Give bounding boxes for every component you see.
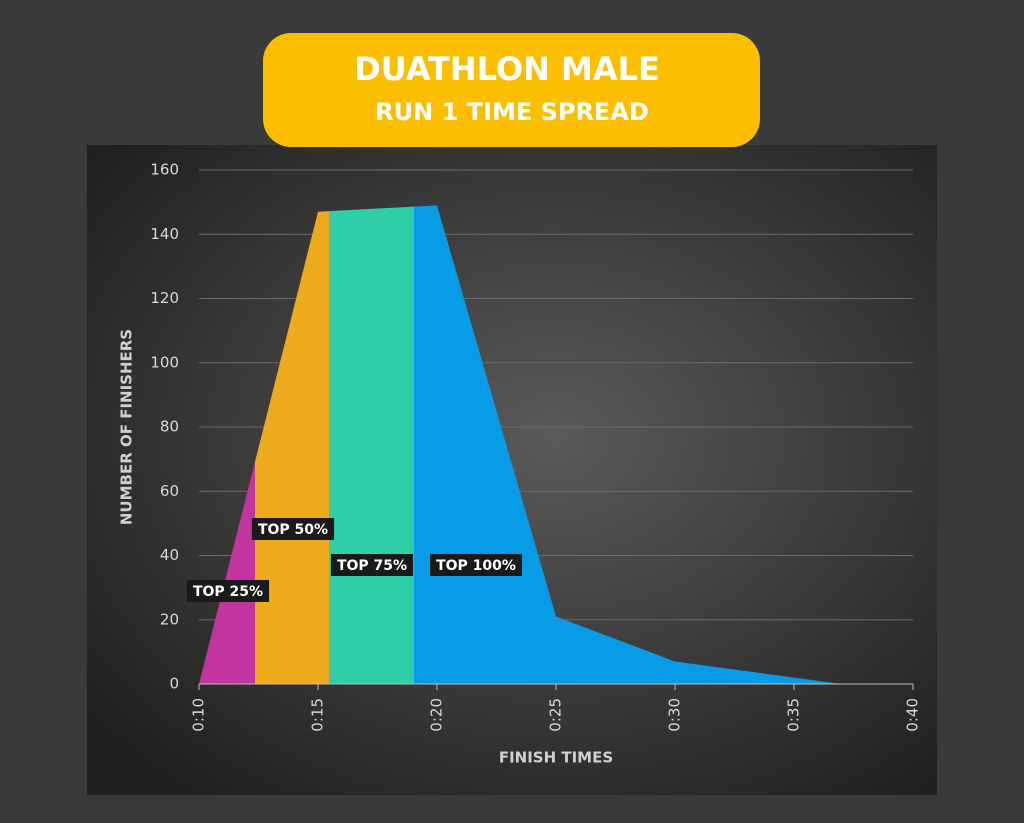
y-tick-label: 60 [160,482,179,500]
x-tick-label: 0:30 [666,698,684,732]
y-tick-label: 100 [150,353,179,371]
y-tick-label: 20 [160,610,179,628]
region-label: TOP 100% [436,558,516,574]
region-label: TOP 75% [337,558,407,574]
region-label: TOP 50% [258,522,328,538]
region-label-bg [330,554,414,576]
y-tick-label: 0 [169,675,179,693]
y-tick-label: 120 [150,289,179,307]
x-tick-label: 0:35 [785,698,803,732]
chart-subtitle: RUN 1 TIME SPREAD [375,98,649,126]
region-label-bg [430,554,522,576]
x-tick-label: 0:25 [547,698,565,732]
y-axis-title: NUMBER OF FINISHERS [118,329,136,525]
title-box [263,33,760,147]
x-tick-label: 0:40 [904,698,922,732]
region-label-bg [186,580,270,602]
region-label-bg [251,518,335,540]
y-tick-label: 160 [150,161,179,179]
x-tick-label: 0:10 [190,698,208,732]
x-axis-title: FINISH TIMES [499,749,613,767]
y-tick-label: 80 [160,418,179,436]
x-tick-label: 0:15 [309,698,327,732]
region-label: TOP 25% [193,584,263,600]
chart-title: DUATHLON MALE [354,50,660,88]
x-tick-label: 0:20 [428,698,446,732]
y-tick-label: 140 [150,225,179,243]
y-tick-label: 40 [160,546,179,564]
